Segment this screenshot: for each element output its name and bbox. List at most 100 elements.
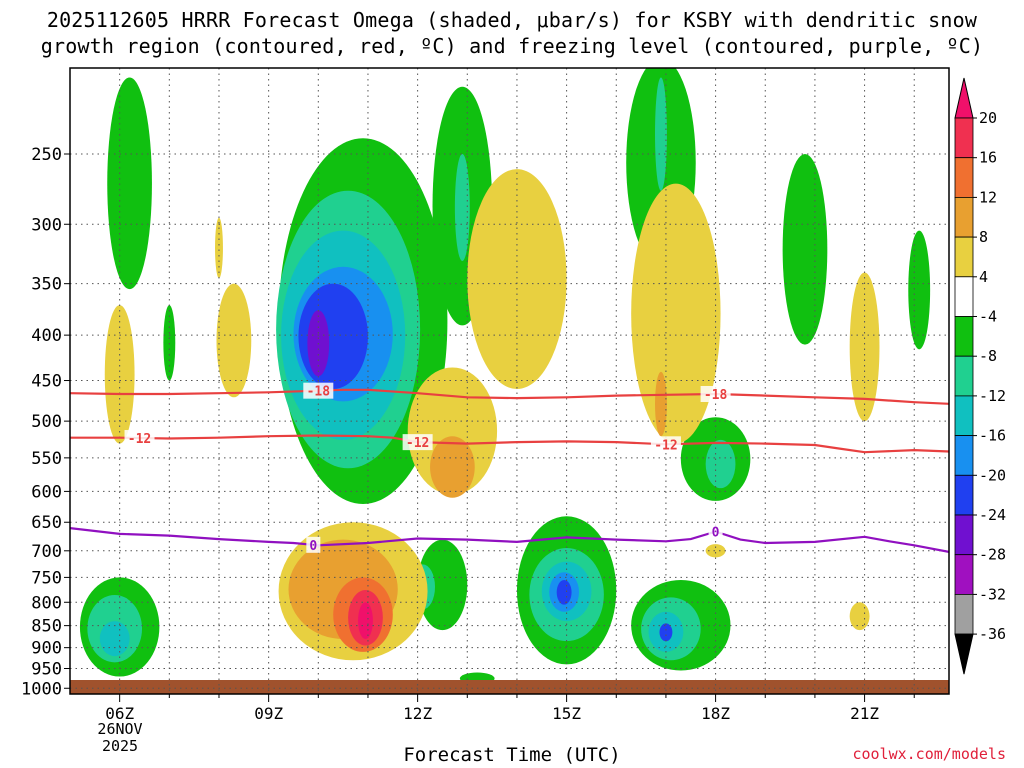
contour-label-bg-3 xyxy=(402,434,433,451)
colorbar-label-8: -16 xyxy=(979,427,1006,445)
colorbar-swatch-2 xyxy=(954,196,974,238)
contour-label-bg-1 xyxy=(700,385,731,402)
colorbar-swatch-9 xyxy=(954,474,974,516)
colorbar-swatch-4 xyxy=(954,276,974,317)
contour-label-3: -12 xyxy=(406,436,429,451)
date-label-year: 2025 xyxy=(101,737,139,755)
colorbar-label-9: -20 xyxy=(979,466,1006,484)
date-label: 26NOV 2025 xyxy=(80,721,160,755)
omega-region-9 xyxy=(454,153,470,261)
colorbar-bottom-arrow xyxy=(954,633,974,675)
colorbar-swatch-12 xyxy=(954,594,974,635)
y-tick-label-600: 600 xyxy=(31,482,62,502)
contour-line-5 xyxy=(70,527,949,553)
contour-line-2 xyxy=(70,434,949,454)
omega-region-31 xyxy=(104,305,135,444)
omega-region-32 xyxy=(216,283,252,398)
colorbar-label-0: 20 xyxy=(979,109,997,127)
date-label-day: 26NOV xyxy=(97,720,143,738)
grid-lines xyxy=(70,68,949,694)
credit-link[interactable]: coolwx.com/models xyxy=(852,745,1006,763)
colorbar-label-6: -8 xyxy=(979,347,997,365)
omega-region-41 xyxy=(849,602,870,631)
colorbar-swatch-11 xyxy=(954,554,974,595)
x-tick-label-21Z: 21Z xyxy=(850,704,879,723)
omega-region-26 xyxy=(659,623,673,642)
colorbar-swatch-5 xyxy=(954,316,974,357)
x-tick-label-12Z: 12Z xyxy=(403,704,432,723)
y-tick-label-950: 950 xyxy=(31,659,62,679)
y-tick-label-350: 350 xyxy=(31,275,62,295)
colorbar-label-13: -36 xyxy=(979,625,1006,643)
y-tick-label-1000: 1000 xyxy=(21,679,62,699)
colorbar-label-12: -32 xyxy=(979,585,1006,603)
omega-region-33 xyxy=(215,217,223,279)
colorbar-swatch-10 xyxy=(954,514,974,556)
colorbar-label-4: 4 xyxy=(979,268,988,286)
y-tick-label-550: 550 xyxy=(31,449,62,469)
x-tick-label-15Z: 15Z xyxy=(552,704,581,723)
omega-region-40 xyxy=(705,544,726,558)
x-tick-label-09Z: 09Z xyxy=(254,704,283,723)
contour-label-bg-4 xyxy=(650,436,681,453)
omega-region-46 xyxy=(358,602,373,639)
y-tick-label-900: 900 xyxy=(31,639,62,659)
y-tick-label-250: 250 xyxy=(31,145,62,165)
colorbar-label-3: 8 xyxy=(979,228,988,246)
y-tick-label-450: 450 xyxy=(31,372,62,392)
isotherm-contours xyxy=(70,388,949,553)
colorbar-swatch-6 xyxy=(954,355,974,397)
omega-region-1 xyxy=(163,305,176,381)
omega-region-15 xyxy=(705,439,736,489)
contour-label-bg-6 xyxy=(708,523,723,540)
x-axis-title: Forecast Time (UTC) xyxy=(403,744,621,766)
colorbar-swatch-0 xyxy=(954,117,974,159)
contour-label-bg-5 xyxy=(306,536,321,553)
x-tick-label-18Z: 18Z xyxy=(701,704,730,723)
omega-region-13 xyxy=(908,230,931,350)
y-tick-label-500: 500 xyxy=(31,412,62,432)
colorbar-swatch-7 xyxy=(954,395,974,436)
ground-surface xyxy=(70,680,949,694)
colorbar: 20 16 12 8 4 -4 -8 -12 -16 -20 -24 -28 -32 -36 xyxy=(954,77,1006,675)
omega-region-37 xyxy=(631,183,721,444)
chart-title-line2: growth region (contoured, red, ºC) and f… xyxy=(40,34,984,58)
omega-region-0 xyxy=(107,77,152,290)
omega-region-39 xyxy=(849,272,880,422)
contour-label-bg-2 xyxy=(124,430,155,447)
colorbar-label-5: -4 xyxy=(979,308,997,326)
y-tick-label-700: 700 xyxy=(31,542,62,562)
omega-region-12 xyxy=(782,153,828,345)
ground-fill xyxy=(70,680,949,694)
colorbar-swatch-3 xyxy=(954,236,974,278)
colorbar-swatch-1 xyxy=(954,157,974,198)
y-tick-label-850: 850 xyxy=(31,617,62,637)
contour-label-0: -18 xyxy=(307,385,331,400)
contour-label-2: -12 xyxy=(128,432,151,447)
colorbar-label-1: 16 xyxy=(979,149,997,167)
omega-shading xyxy=(79,68,931,685)
contour-label-4: -12 xyxy=(654,438,677,453)
omega-region-35 xyxy=(407,367,498,495)
contour-label-1: -18 xyxy=(704,388,728,403)
omega-region-29 xyxy=(99,621,130,657)
y-tick-label-800: 800 xyxy=(31,593,62,613)
omega-region-38 xyxy=(655,371,667,437)
omega-region-34 xyxy=(467,169,567,389)
contour-labels: -18 -18 -12 -12 -12 0 0 xyxy=(124,382,731,554)
y-tick-label-400: 400 xyxy=(31,326,62,346)
omega-region-16 xyxy=(417,539,468,631)
colorbar-top-arrow xyxy=(954,77,974,119)
x-tick-label-06Z: 06Z xyxy=(105,704,134,723)
chart-title-line1: 2025112605 HRRR Forecast Omega (shaded, … xyxy=(46,8,978,32)
contour-label-5: 0 xyxy=(309,539,317,554)
omega-region-11 xyxy=(655,77,667,191)
contour-label-6: 0 xyxy=(712,526,720,541)
contour-line-0 xyxy=(70,388,949,405)
colorbar-swatch-8 xyxy=(954,435,974,476)
y-tick-label-650: 650 xyxy=(31,513,62,533)
colorbar-label-7: -12 xyxy=(979,387,1006,405)
contour-label-bg-0 xyxy=(303,382,334,399)
y-axis: 2503003504004505005506006507007508008509… xyxy=(21,145,70,699)
